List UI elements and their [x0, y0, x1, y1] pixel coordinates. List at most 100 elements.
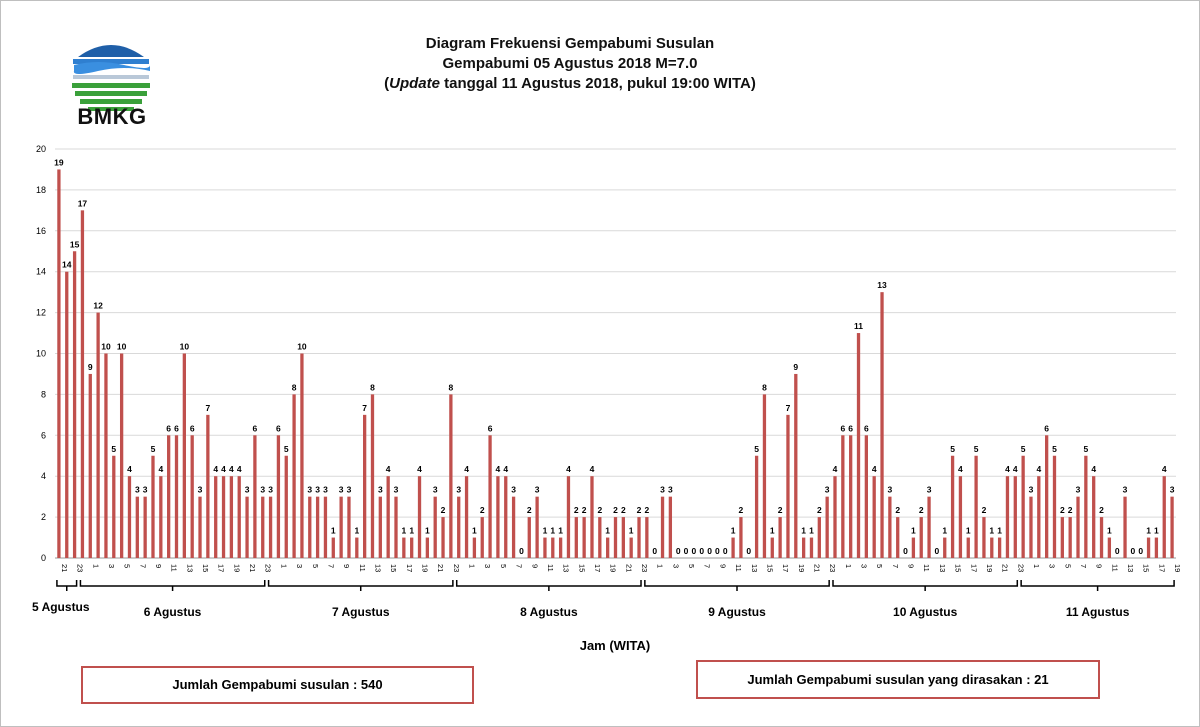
bar: [1029, 496, 1033, 558]
data-label: 4: [590, 464, 595, 474]
data-label: 3: [268, 485, 273, 495]
bar: [488, 435, 492, 558]
data-label: 5: [974, 444, 979, 454]
data-label: 2: [644, 505, 649, 515]
data-label: 2: [739, 505, 744, 515]
bar: [849, 435, 853, 558]
data-label: 6: [253, 423, 258, 433]
data-label: 3: [198, 485, 203, 495]
data-label: 1: [731, 526, 736, 536]
data-label: 8: [762, 382, 767, 392]
y-tick-label: 2: [41, 512, 46, 522]
day-bracket: [267, 580, 454, 587]
bar: [1076, 496, 1080, 558]
bar: [370, 394, 375, 558]
data-label: 3: [135, 485, 140, 495]
data-label: 1: [550, 526, 555, 536]
bar: [159, 476, 163, 558]
bar: [410, 537, 414, 558]
x-tick-label: 1: [468, 564, 477, 568]
data-label: 2: [919, 505, 924, 515]
bar: [276, 435, 281, 558]
bar: [65, 271, 69, 558]
data-label: 5: [1052, 444, 1057, 454]
y-tick-label: 10: [36, 349, 46, 359]
x-tick-label: 5: [687, 564, 696, 568]
bar: [966, 537, 970, 558]
data-label: 0: [1131, 546, 1136, 556]
data-label: 3: [1076, 485, 1081, 495]
x-tick-label: 13: [562, 564, 571, 572]
data-label: 3: [888, 485, 893, 495]
bar: [182, 353, 186, 558]
bar: [668, 496, 673, 558]
x-tick-label: 17: [969, 564, 978, 572]
x-tick-label: 21: [60, 564, 69, 572]
bar: [958, 476, 963, 558]
y-tick-label: 0: [41, 553, 46, 563]
x-tick-label: 21: [624, 564, 633, 572]
x-tick-label: 7: [326, 564, 335, 568]
bar: [449, 394, 453, 558]
data-label: 6: [840, 423, 845, 433]
data-label: 3: [339, 485, 344, 495]
data-label: 0: [519, 546, 524, 556]
data-label: 1: [401, 526, 406, 536]
bar: [974, 455, 978, 558]
data-label: 3: [1123, 485, 1128, 495]
data-label: 4: [386, 464, 391, 474]
x-tick-label: 1: [91, 564, 100, 568]
bmkg-logo-icon: [72, 36, 150, 114]
data-label: 5: [111, 444, 116, 454]
bar: [394, 496, 398, 558]
bar: [809, 537, 814, 558]
data-label: 1: [911, 526, 916, 536]
day-label: 10 Agustus: [893, 605, 958, 619]
bar: [629, 537, 633, 558]
x-tick-label: 1: [279, 564, 288, 568]
x-tick-label: 23: [264, 564, 273, 572]
bar: [896, 517, 900, 558]
bar: [433, 496, 437, 558]
bar: [927, 496, 931, 558]
bar: [167, 435, 171, 558]
x-tick-label: 17: [405, 564, 414, 572]
bar: [1005, 476, 1010, 558]
x-tick-label: 21: [248, 564, 257, 572]
data-label: 3: [315, 485, 320, 495]
data-label: 2: [778, 505, 783, 515]
day-label: 9 Agustus: [708, 605, 766, 619]
bar: [88, 373, 92, 558]
bar: [637, 517, 641, 558]
bar: [1060, 517, 1064, 558]
data-label: 0: [935, 546, 940, 556]
bar: [527, 517, 531, 558]
data-label: 5: [1083, 444, 1088, 454]
data-label: 0: [707, 546, 712, 556]
bar: [80, 210, 85, 558]
bar: [825, 496, 829, 558]
x-tick-label: 15: [577, 564, 586, 572]
x-tick-label: 11: [1110, 564, 1119, 572]
bar: [888, 496, 892, 558]
day-bracket: [644, 580, 830, 587]
data-label: 1: [942, 526, 947, 536]
bar: [1084, 455, 1088, 558]
bar: [919, 517, 923, 558]
x-tick-label: 19: [421, 564, 430, 572]
bar: [190, 435, 194, 558]
data-label: 6: [848, 423, 853, 433]
bar: [229, 476, 234, 558]
data-label: 2: [1099, 505, 1104, 515]
x-axis-label: Jam (WITA): [580, 638, 651, 653]
data-label: 1: [605, 526, 610, 536]
bar: [268, 496, 273, 558]
bar: [1099, 517, 1104, 558]
bar: [1045, 435, 1049, 558]
data-label: 8: [370, 382, 375, 392]
x-tick-label: 3: [671, 564, 680, 568]
y-tick-label: 8: [41, 389, 46, 399]
x-tick-label: 15: [389, 564, 398, 572]
data-label: 1: [809, 526, 814, 536]
